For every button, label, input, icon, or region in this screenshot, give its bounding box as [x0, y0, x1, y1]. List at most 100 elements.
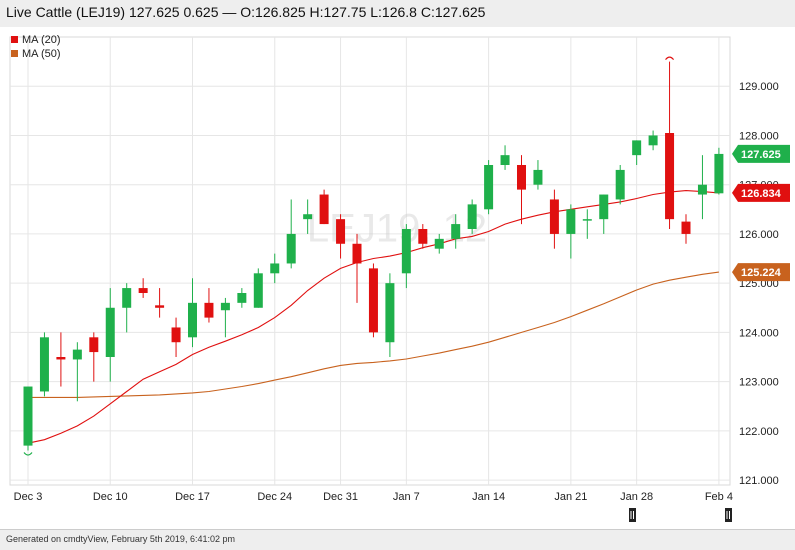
high-marker: [665, 56, 675, 61]
candle-body: [72, 349, 82, 360]
legend-label-ma20: MA (20): [22, 34, 61, 46]
x-tick-label: Dec 24: [257, 491, 292, 503]
candle-body: [484, 165, 494, 210]
candle: [549, 189, 559, 249]
candle: [122, 283, 132, 333]
price-tag-box: [732, 144, 790, 163]
candle-body: [451, 224, 461, 239]
x-tick-label: Jan 7: [393, 491, 420, 503]
candle: [155, 288, 165, 318]
x-tick-label: Dec 17: [175, 491, 210, 503]
candle-body: [632, 140, 642, 156]
candle: [566, 204, 576, 259]
y-axis: 121.000 122.000 123.000 124.000 125.000 126.0…: [739, 81, 779, 487]
candle-body: [681, 221, 691, 234]
candle-body: [714, 153, 724, 194]
candle-body: [39, 337, 49, 392]
candle: [582, 209, 592, 239]
candle: [286, 199, 296, 269]
legend-swatch-ma50: [11, 50, 18, 57]
candle: [484, 160, 494, 215]
candle-body: [467, 204, 477, 229]
candle: [220, 297, 230, 338]
candle: [648, 130, 658, 151]
candle-body: [23, 386, 33, 446]
scroll-markers: [629, 508, 732, 522]
candle-body: [582, 219, 592, 221]
y-tick-label: 128.000: [739, 130, 779, 142]
x-tick-label: Dec 31: [323, 491, 358, 503]
candle-body: [615, 169, 625, 200]
candle-body: [319, 194, 329, 225]
candle: [23, 386, 33, 451]
candle-body: [138, 288, 148, 293]
ma50-line: [28, 271, 719, 398]
candle: [500, 145, 510, 170]
candle-body: [188, 302, 197, 338]
candle: [401, 224, 411, 289]
candle-body: [385, 283, 395, 343]
candle: [237, 288, 247, 308]
candle-body: [599, 194, 609, 220]
candle-body: [336, 219, 346, 244]
price-tag: 126.834: [732, 183, 790, 202]
price-tag-label: 125.224: [741, 267, 782, 279]
candle-body: [105, 307, 115, 357]
y-tick-label: 122.000: [739, 426, 779, 438]
candle: [56, 332, 66, 387]
plot-background: [0, 27, 795, 529]
candle-body: [697, 184, 707, 195]
candle: [368, 263, 378, 338]
candle-body: [368, 268, 378, 333]
candle: [72, 342, 82, 402]
price-tag-label: 127.625: [741, 149, 781, 161]
candle: [599, 194, 609, 234]
candle-body: [500, 155, 510, 165]
candle: [697, 155, 707, 220]
chart-title: Live Cattle (LEJ19) 127.625 0.625 — O:12…: [6, 4, 486, 20]
candle: [138, 278, 148, 298]
candle: [171, 317, 181, 357]
y-tick-label: 126.000: [739, 229, 779, 241]
candle-body: [253, 273, 263, 308]
candle-body: [566, 209, 576, 234]
plot-frame: [9, 36, 731, 486]
candle: [105, 288, 115, 382]
x-tick-label: Jan 14: [472, 491, 505, 503]
candle: [665, 61, 675, 229]
candle: [336, 214, 346, 259]
price-tag: 127.625: [732, 144, 790, 163]
price-tag-box: [732, 263, 790, 282]
candle-body: [352, 243, 362, 264]
candle: [89, 332, 99, 382]
candle-body: [155, 305, 165, 308]
candle: [352, 233, 362, 303]
candle-body: [533, 169, 543, 185]
candle-body: [549, 199, 559, 234]
generated-text: Generated on cmdtyView, February 5th 201…: [6, 534, 235, 544]
legend-swatch-ma20: [11, 36, 18, 43]
candle: [615, 165, 625, 205]
price-tag-box: [732, 183, 790, 202]
candle: [681, 214, 691, 244]
x-tick-label: Jan 21: [554, 491, 587, 503]
scroll-marker-body: [629, 508, 636, 522]
legend: MA (20) MA (50): [11, 34, 61, 60]
y-tick-label: 123.000: [739, 377, 779, 389]
candle: [204, 288, 214, 323]
candle: [385, 273, 395, 357]
candlesticks: [23, 56, 724, 456]
candle: [253, 268, 263, 308]
candle: [303, 199, 313, 234]
candle: [451, 214, 461, 249]
price-tag-label: 126.834: [741, 188, 782, 200]
candle-body: [648, 135, 658, 146]
x-axis: Dec 3 Dec 10 Dec 17 Dec 24 Dec 31 Jan 7 Jan 14…: [14, 491, 733, 503]
chart-footer: Generated on cmdtyView, February 5th 201…: [0, 529, 795, 550]
candle-body: [220, 302, 230, 311]
candle: [632, 140, 642, 165]
candle-body: [204, 302, 214, 318]
price-chart[interactable]: LEJ19, 12 121.000122.000123.000124.00012…: [0, 27, 795, 529]
candle-body: [56, 357, 66, 360]
candle: [39, 332, 49, 397]
